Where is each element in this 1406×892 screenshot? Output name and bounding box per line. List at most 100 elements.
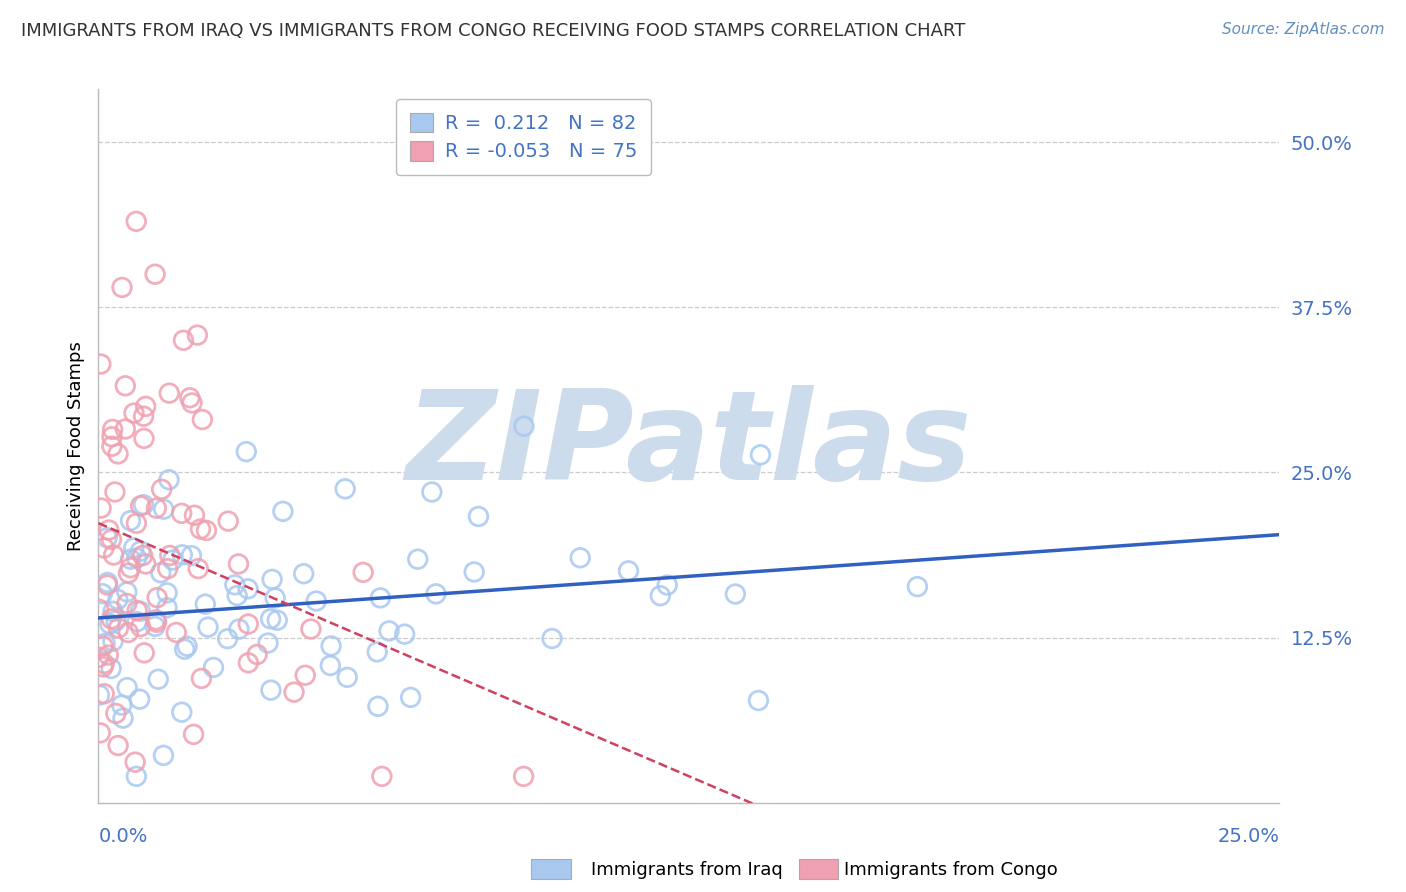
Point <box>98 616 121 631</box>
Point <box>217 632 239 646</box>
Point <box>190 522 212 536</box>
Point <box>111 280 134 294</box>
Point <box>352 566 374 580</box>
Point <box>467 509 489 524</box>
Point <box>271 504 294 518</box>
Point <box>195 524 218 538</box>
Point <box>238 656 260 670</box>
Point <box>93 541 115 555</box>
Point <box>107 592 129 607</box>
Point <box>186 328 208 343</box>
Point <box>115 681 138 695</box>
Point <box>100 612 122 626</box>
Point <box>370 591 392 605</box>
Point <box>336 670 359 684</box>
Point <box>157 386 180 401</box>
Point <box>162 553 184 567</box>
Point <box>165 625 187 640</box>
Point <box>122 406 145 420</box>
Point <box>107 739 129 753</box>
Point <box>90 357 112 371</box>
Point <box>90 501 112 516</box>
Point <box>190 672 212 686</box>
Point <box>657 578 679 592</box>
Point <box>617 564 640 578</box>
Point <box>97 648 120 662</box>
Point <box>149 566 172 580</box>
Text: Source: ZipAtlas.com: Source: ZipAtlas.com <box>1222 22 1385 37</box>
Point <box>107 621 129 635</box>
Point <box>366 645 388 659</box>
Point <box>114 379 136 393</box>
Point <box>96 531 118 545</box>
Point <box>91 587 114 601</box>
Point <box>89 688 111 702</box>
Point <box>103 548 125 562</box>
Point <box>172 548 194 562</box>
Point <box>87 650 110 665</box>
Point <box>228 622 250 636</box>
Point <box>120 514 142 528</box>
Text: 0.0%: 0.0% <box>98 827 148 846</box>
Point <box>120 552 142 566</box>
Point <box>129 620 152 634</box>
Point <box>197 620 219 634</box>
Point <box>246 648 269 662</box>
Point <box>235 444 257 458</box>
Point <box>115 596 138 610</box>
Point <box>420 485 443 500</box>
Text: ZIPatlas: ZIPatlas <box>406 385 972 507</box>
Point <box>259 612 281 626</box>
Point <box>120 560 142 574</box>
Point <box>238 617 260 632</box>
Point <box>512 769 534 783</box>
Point <box>132 432 155 446</box>
Point <box>170 705 193 719</box>
Point <box>101 422 124 436</box>
Point <box>156 562 179 576</box>
Point <box>143 267 166 281</box>
Point <box>131 549 153 563</box>
Point <box>749 448 772 462</box>
Point <box>134 646 156 660</box>
Point <box>125 603 148 617</box>
Point <box>266 613 288 627</box>
Point <box>117 625 139 640</box>
Point <box>187 561 209 575</box>
Point <box>135 400 157 414</box>
Point <box>129 604 152 618</box>
Point <box>104 485 127 500</box>
Point <box>283 685 305 699</box>
Point <box>650 589 672 603</box>
Point <box>333 482 356 496</box>
Point <box>117 566 139 581</box>
Point <box>124 755 146 769</box>
Point <box>125 214 148 228</box>
Point <box>125 551 148 566</box>
Point <box>260 683 283 698</box>
Text: 25.0%: 25.0% <box>1218 827 1279 846</box>
Point <box>157 473 180 487</box>
Point <box>367 699 389 714</box>
Point <box>319 658 342 673</box>
Point <box>217 514 239 528</box>
Point <box>406 552 429 566</box>
Point <box>183 508 205 523</box>
Point <box>371 769 394 783</box>
Point <box>94 636 117 650</box>
Point <box>91 639 114 653</box>
Point <box>156 600 179 615</box>
Point <box>425 587 447 601</box>
Point <box>128 692 150 706</box>
Point <box>104 706 127 721</box>
Point <box>394 627 416 641</box>
Point <box>257 636 280 650</box>
Point <box>100 533 122 547</box>
Point <box>93 657 115 671</box>
Text: Immigrants from Iraq: Immigrants from Iraq <box>591 861 782 879</box>
Point <box>93 687 115 701</box>
Point <box>125 516 148 531</box>
Point <box>89 726 111 740</box>
Point <box>378 624 401 638</box>
Point <box>159 549 181 563</box>
